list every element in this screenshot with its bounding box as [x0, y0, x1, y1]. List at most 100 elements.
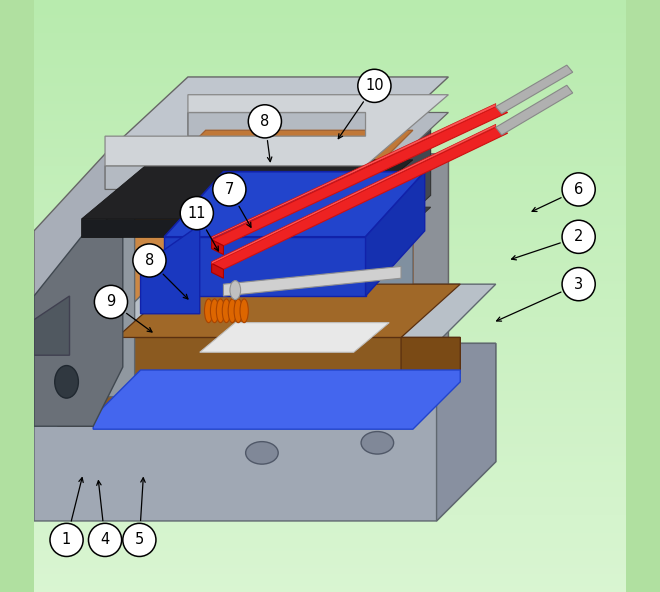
Bar	[34, 12, 626, 15]
Bar	[34, 400, 626, 403]
Bar	[34, 571, 626, 574]
Text: 11: 11	[187, 205, 206, 221]
Bar	[34, 278, 626, 281]
Bar	[34, 281, 626, 284]
Bar	[34, 44, 626, 47]
Circle shape	[358, 69, 391, 102]
Bar	[34, 530, 626, 533]
Polygon shape	[117, 284, 460, 337]
Bar	[34, 311, 626, 314]
Text: 10: 10	[365, 78, 383, 94]
Bar	[34, 130, 626, 133]
Polygon shape	[34, 296, 69, 355]
Bar	[34, 453, 626, 456]
Bar	[34, 186, 626, 189]
Bar	[34, 497, 626, 500]
Bar	[34, 432, 626, 435]
Bar	[34, 370, 626, 373]
Circle shape	[248, 105, 281, 138]
Bar	[34, 65, 626, 68]
Circle shape	[123, 523, 156, 556]
Bar	[34, 459, 626, 462]
Bar	[34, 518, 626, 521]
Polygon shape	[105, 77, 448, 154]
Bar	[34, 41, 626, 44]
Bar	[34, 308, 626, 311]
Bar	[34, 9, 626, 12]
Bar	[34, 332, 626, 334]
Bar	[34, 234, 626, 237]
Bar	[34, 314, 626, 317]
Bar	[34, 373, 626, 376]
Bar	[34, 290, 626, 293]
Bar	[34, 228, 626, 231]
Bar	[34, 485, 626, 488]
Bar	[34, 429, 626, 432]
Bar	[34, 62, 626, 65]
Bar	[34, 95, 626, 98]
Polygon shape	[212, 127, 508, 269]
Text: 3: 3	[574, 276, 583, 292]
Polygon shape	[57, 337, 460, 426]
Bar	[34, 263, 626, 266]
Ellipse shape	[230, 281, 241, 300]
Polygon shape	[164, 237, 366, 296]
Bar	[34, 195, 626, 198]
Bar	[34, 27, 626, 30]
Bar	[34, 3, 626, 6]
Polygon shape	[105, 95, 448, 166]
Polygon shape	[34, 154, 448, 491]
Bar	[34, 323, 626, 326]
Bar	[34, 121, 626, 124]
Polygon shape	[147, 189, 354, 266]
Ellipse shape	[211, 299, 218, 323]
Bar	[34, 482, 626, 485]
Bar	[34, 545, 626, 548]
Text: 7: 7	[224, 182, 234, 197]
Bar	[34, 491, 626, 494]
Bar	[34, 417, 626, 420]
Bar	[34, 361, 626, 364]
Polygon shape	[212, 107, 508, 246]
Bar	[34, 198, 626, 201]
Polygon shape	[366, 172, 425, 296]
Polygon shape	[496, 85, 573, 135]
Bar	[34, 343, 626, 346]
Polygon shape	[93, 370, 460, 429]
Polygon shape	[342, 201, 413, 397]
Polygon shape	[354, 112, 430, 266]
Bar	[34, 403, 626, 406]
Bar	[34, 548, 626, 551]
Bar	[34, 521, 626, 524]
Polygon shape	[342, 189, 413, 397]
Bar	[34, 512, 626, 515]
Bar	[34, 213, 626, 216]
Ellipse shape	[228, 299, 236, 323]
Bar	[34, 151, 626, 154]
Bar	[34, 260, 626, 263]
Bar	[34, 539, 626, 542]
Bar	[34, 334, 626, 337]
Bar	[34, 210, 626, 213]
Circle shape	[562, 268, 595, 301]
Bar	[34, 59, 626, 62]
Bar	[34, 329, 626, 332]
Ellipse shape	[361, 432, 393, 454]
Bar	[34, 477, 626, 480]
Ellipse shape	[234, 299, 242, 323]
Bar	[34, 21, 626, 24]
Bar	[34, 500, 626, 503]
Bar	[34, 287, 626, 290]
Bar	[34, 74, 626, 77]
Bar	[34, 0, 626, 3]
Bar	[34, 56, 626, 59]
Bar	[34, 465, 626, 468]
Bar	[34, 124, 626, 127]
Ellipse shape	[205, 299, 213, 323]
Bar	[34, 349, 626, 352]
Bar	[34, 355, 626, 358]
Bar	[34, 444, 626, 447]
Polygon shape	[200, 323, 389, 352]
Bar	[34, 474, 626, 477]
Bar	[34, 423, 626, 426]
